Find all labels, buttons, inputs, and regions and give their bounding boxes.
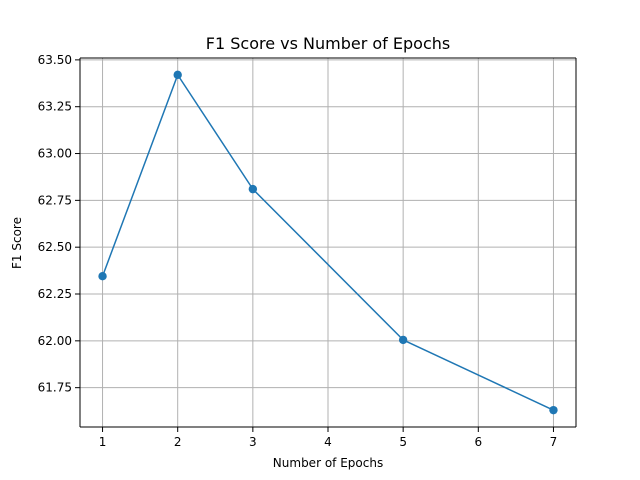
- y-tick-label: 62.25: [38, 287, 72, 301]
- data-point: [398, 335, 408, 345]
- y-tick-label: 61.75: [38, 381, 72, 395]
- x-tick-label: 6: [474, 435, 482, 449]
- grid: [80, 58, 576, 427]
- data-point: [98, 272, 107, 281]
- x-tick-label: 1: [99, 435, 107, 449]
- y-tick-label: 62.75: [38, 193, 72, 207]
- data-point: [549, 405, 558, 415]
- y-tick-label: 62.00: [38, 334, 72, 348]
- x-tick-label: 2: [174, 435, 182, 449]
- series-layer: [98, 70, 558, 415]
- x-axis-label: Number of Epochs: [273, 456, 383, 470]
- data-point: [248, 184, 258, 194]
- y-tick-label: 62.50: [38, 240, 72, 254]
- tick-layer: 1 2 3 4 5 6 7 61.75 62.00 62.25 62.50 62.75 63.00 63.…: [38, 53, 558, 449]
- y-axis-label: F1 Score: [10, 217, 24, 269]
- y-tick-label: 63.50: [38, 53, 72, 67]
- y-tick-label: 63.00: [38, 147, 72, 161]
- x-tick-label: 3: [249, 435, 257, 449]
- data-point: [173, 70, 182, 80]
- y-tick-label: 63.25: [38, 100, 72, 114]
- chart-title: F1 Score vs Number of Epochs: [206, 34, 450, 53]
- x-tick-label: 7: [550, 435, 558, 449]
- axes: [79, 57, 577, 428]
- x-tick-label: 4: [324, 435, 332, 449]
- x-tick-label: 5: [399, 435, 407, 449]
